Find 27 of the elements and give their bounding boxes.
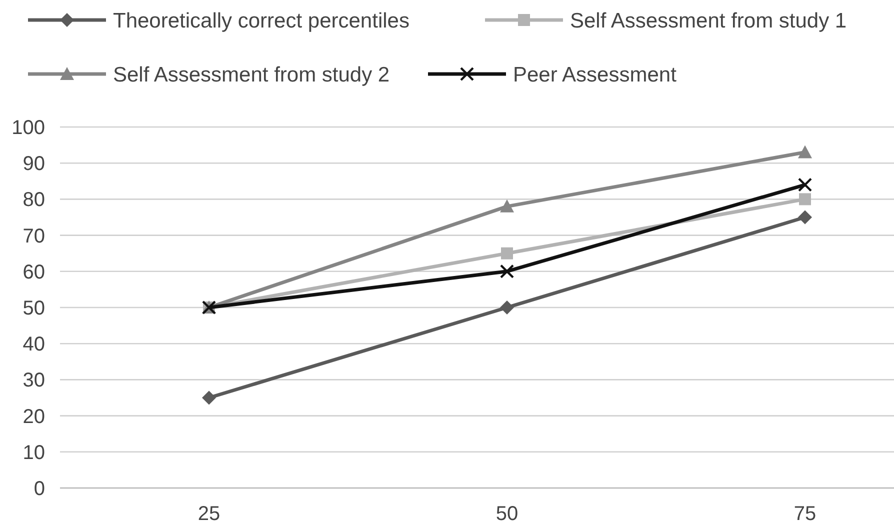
y-tick-label: 100 (12, 117, 45, 139)
y-tick-label: 60 (22, 261, 45, 284)
point (501, 247, 513, 260)
legend-label: Self Assessment from study 1 (570, 9, 847, 32)
y-tick-label: 40 (22, 334, 45, 356)
x-tick-label: 50 (496, 503, 518, 525)
x-tick-label: 75 (794, 503, 816, 525)
y-tick-label: 30 (22, 370, 45, 392)
y-tick-label: 90 (22, 153, 45, 176)
point (202, 390, 216, 405)
legend-label: Peer Assessment (513, 63, 677, 86)
legend-label: Self Assessment from study 2 (113, 63, 390, 86)
y-tick-label: 50 (22, 298, 45, 320)
point (798, 145, 812, 158)
y-tick-label: 80 (22, 189, 45, 212)
y-tick-label: 20 (22, 406, 45, 428)
y-tick-label: 0 (34, 478, 45, 500)
point (798, 178, 812, 192)
point (500, 199, 514, 212)
legend-label: Theoretically correct percentiles (113, 9, 410, 32)
point (799, 193, 811, 206)
point (798, 210, 812, 224)
y-tick-label: 10 (22, 442, 45, 464)
point (500, 264, 514, 278)
x-tick-label: 25 (198, 503, 220, 525)
point (500, 300, 514, 314)
y-tick-label: 70 (22, 225, 45, 248)
